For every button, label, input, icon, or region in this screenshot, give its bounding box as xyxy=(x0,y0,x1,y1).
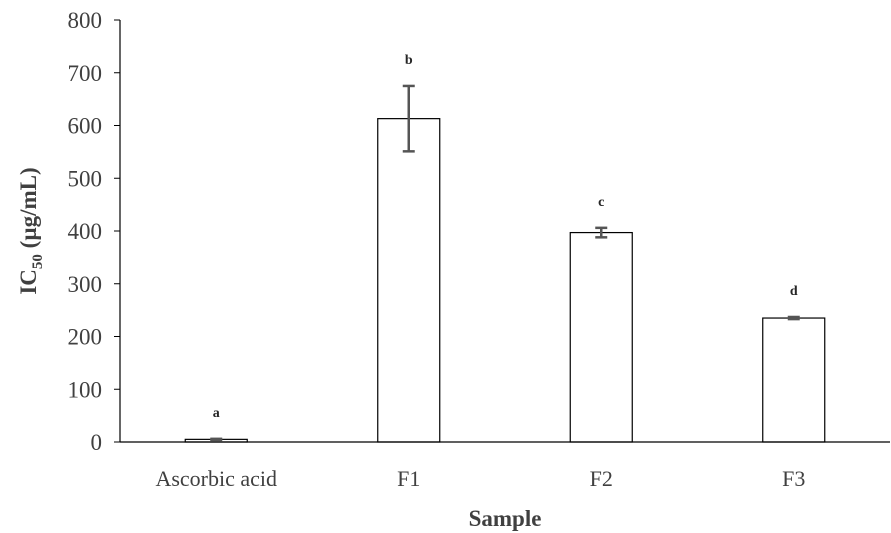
bars xyxy=(184,118,826,443)
y-axis-title-unit: (µg/mL) xyxy=(16,167,41,254)
error-bar xyxy=(210,437,223,442)
y-tick-label: 100 xyxy=(68,377,103,402)
y-axis-title: IC50 (µg/mL) xyxy=(16,167,46,294)
y-tick-label: 700 xyxy=(68,61,103,86)
bar xyxy=(762,317,826,443)
significance-labels: a b c d xyxy=(213,53,798,421)
error-bar xyxy=(787,315,800,321)
error-bar xyxy=(595,226,608,239)
y-tick-label: 500 xyxy=(68,166,103,191)
error-bar xyxy=(402,84,415,153)
y-tick-label: 200 xyxy=(68,325,103,350)
significance-letter: c xyxy=(598,195,604,210)
significance-letter: d xyxy=(790,284,798,299)
significance-letter: b xyxy=(405,53,413,68)
bar xyxy=(569,231,633,443)
y-tick-label: 400 xyxy=(68,219,103,244)
y-tick-label: 800 xyxy=(68,8,103,33)
y-tick-label: 300 xyxy=(68,272,103,297)
y-axis-ticks: 0 100 200 300 400 500 600 700 800 xyxy=(68,8,120,455)
y-tick-label: 0 xyxy=(91,430,103,455)
bar xyxy=(377,118,441,443)
significance-letter: a xyxy=(213,406,220,421)
error-bars xyxy=(210,84,800,442)
x-tick-label: F2 xyxy=(590,466,613,491)
x-axis-tick-labels: Ascorbic acid F1 F2 F3 xyxy=(155,466,805,491)
x-tick-label: Ascorbic acid xyxy=(155,466,277,491)
x-tick-label: F1 xyxy=(397,466,420,491)
y-tick-label: 600 xyxy=(68,114,103,139)
y-axis-title-main: IC xyxy=(16,269,41,295)
x-axis-title: Sample xyxy=(469,506,542,531)
x-tick-label: F3 xyxy=(782,466,805,491)
y-axis-title-subscript: 50 xyxy=(30,254,46,269)
